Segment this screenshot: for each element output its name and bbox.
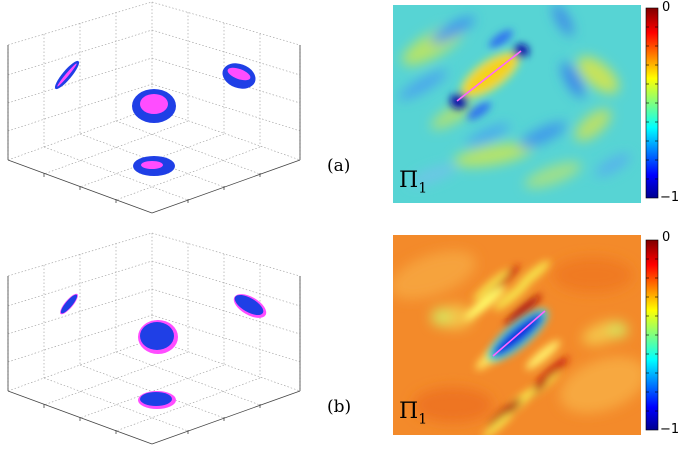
grid-box-b — [7, 232, 301, 432]
colorbar-a — [645, 7, 659, 199]
panel-label-a: (a) — [327, 156, 351, 176]
colorbar-max-label-b: 0 — [662, 230, 671, 245]
panel-label-b: (b) — [327, 397, 352, 417]
blob-floor-a — [133, 156, 175, 176]
heatmap-a — [393, 5, 641, 203]
diagonal-line-a — [456, 50, 522, 102]
pi-label-b: Π1 — [399, 399, 428, 428]
blob-center-b — [138, 320, 178, 354]
blob-right-wall-b — [233, 294, 267, 318]
blob-left-wall-b — [60, 293, 78, 315]
colorbar-min-label-b: −1 — [660, 422, 680, 437]
blob-right-wall-a — [222, 63, 256, 89]
colorbar-min-label-a: −1 — [660, 190, 680, 205]
axes-box-a — [7, 45, 301, 214]
blob-left-wall-a — [54, 60, 80, 90]
colorbar-b — [645, 239, 659, 431]
diagonal-line-b — [492, 310, 546, 357]
plot3d-b — [7, 232, 301, 445]
plot3d-a — [7, 1, 301, 214]
pi-label-a: Π1 — [399, 168, 428, 197]
heatmap-b — [393, 235, 641, 435]
blob-center-a — [132, 89, 176, 123]
blob-floor-b — [138, 391, 176, 409]
colorbar-max-label-a: 0 — [662, 0, 671, 15]
